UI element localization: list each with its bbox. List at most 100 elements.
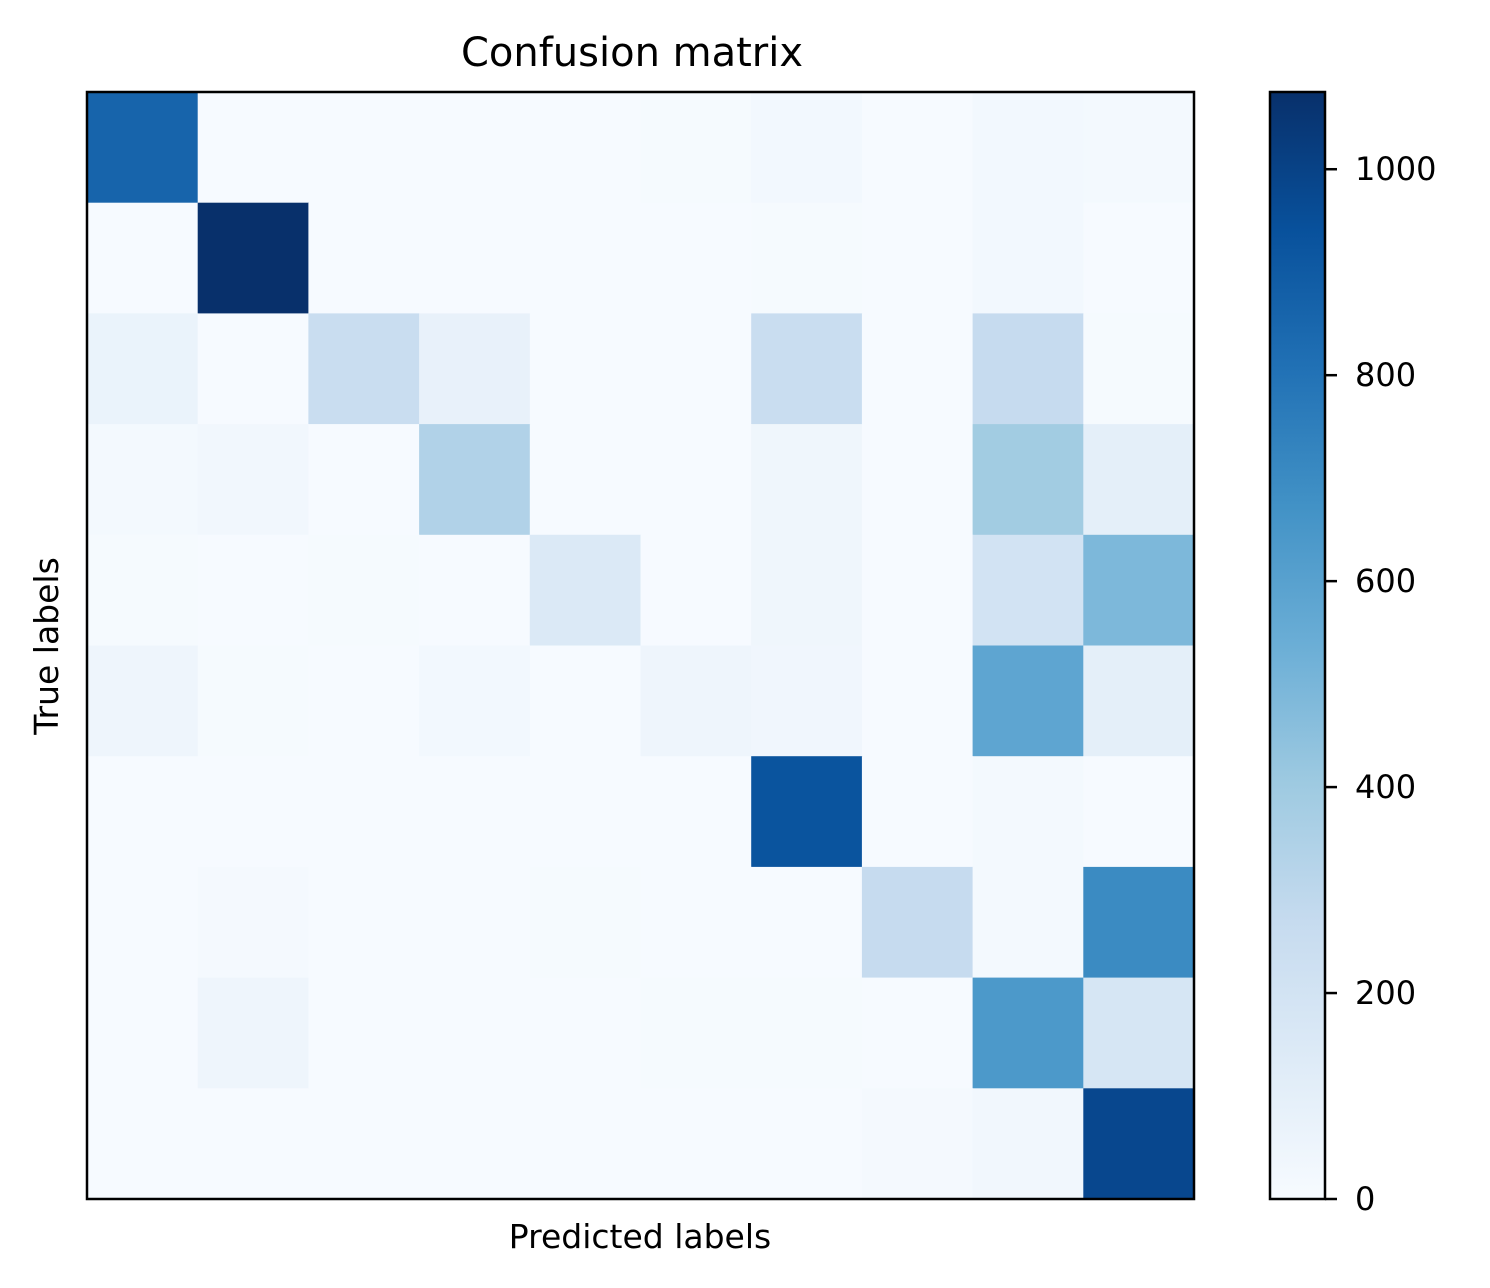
plot-frame — [85, 90, 1196, 1201]
heatmap-cell — [197, 977, 309, 1089]
colorbar-tick-label: 800 — [1355, 356, 1416, 394]
heatmap-cell — [640, 424, 752, 536]
heatmap-cells — [87, 92, 1195, 1200]
heatmap-cell — [87, 313, 199, 425]
colorbar — [1268, 90, 1327, 1201]
heatmap-cell — [308, 1088, 420, 1200]
heatmap-cell — [308, 645, 420, 757]
heatmap-cell — [197, 534, 309, 647]
heatmap-cell — [861, 977, 974, 1089]
heatmap-cell — [87, 424, 199, 536]
heatmap-cell — [1083, 866, 1195, 979]
heatmap-cell — [419, 1088, 531, 1200]
heatmap-cell — [972, 202, 1084, 314]
colorbar-tick-label: 600 — [1355, 562, 1416, 600]
heatmap-cell — [308, 534, 420, 647]
heatmap-cell — [751, 534, 863, 647]
heatmap-cell — [87, 756, 199, 868]
heatmap-cell — [640, 756, 752, 868]
heatmap-cell — [87, 645, 199, 757]
heatmap-cell — [419, 756, 531, 868]
colorbar-tick-label: 200 — [1355, 974, 1416, 1012]
colorbar-tick-label: 0 — [1355, 1180, 1375, 1218]
colorbar-tick-label: 400 — [1355, 768, 1416, 806]
heatmap-cell — [751, 866, 863, 979]
heatmap-cell — [1083, 756, 1195, 868]
heatmap-cell — [1083, 645, 1195, 757]
heatmap-cell — [640, 1088, 752, 1200]
heatmap-cell — [861, 1088, 974, 1200]
heatmap-cell — [529, 313, 642, 425]
heatmap-cell — [1083, 1088, 1195, 1200]
heatmap-cell — [197, 1088, 309, 1200]
heatmap-cell — [640, 534, 752, 647]
heatmap-cell — [197, 645, 309, 757]
chart-title: Confusion matrix — [461, 30, 803, 76]
heatmap-cell — [1083, 92, 1195, 204]
heatmap-cell — [308, 756, 420, 868]
heatmap-cell — [197, 424, 309, 536]
heatmap-cell — [1083, 424, 1195, 536]
heatmap-cell — [1083, 313, 1195, 425]
heatmap-cell — [308, 313, 420, 425]
heatmap-cell — [419, 645, 531, 757]
heatmap-cell — [861, 202, 974, 314]
colorbar-ticks: 0 200 400 600 800 1000 — [1325, 150, 1436, 1218]
heatmap-cell — [972, 756, 1084, 868]
heatmap-cell — [529, 202, 642, 314]
heatmap-cell — [861, 866, 974, 979]
heatmap-cell — [751, 202, 863, 314]
heatmap-cell — [197, 756, 309, 868]
heatmap-cell — [308, 977, 420, 1089]
heatmap-cell — [861, 92, 974, 204]
heatmap-cell — [308, 202, 420, 314]
heatmap-cell — [308, 866, 420, 979]
heatmap-cell — [972, 866, 1084, 979]
heatmap-cell — [640, 645, 752, 757]
heatmap-cell — [972, 92, 1084, 204]
heatmap-cell — [308, 92, 420, 204]
heatmap-cell — [640, 202, 752, 314]
heatmap-cell — [529, 866, 642, 979]
heatmap-cell — [87, 977, 199, 1089]
heatmap-cell — [861, 424, 974, 536]
heatmap-cell — [87, 534, 199, 647]
heatmap-cell — [419, 424, 531, 536]
heatmap-cell — [529, 756, 642, 868]
heatmap-cell — [972, 977, 1084, 1089]
heatmap-cell — [419, 313, 531, 425]
heatmap-cell — [751, 977, 863, 1089]
heatmap-cell — [197, 202, 309, 314]
heatmap-cell — [197, 92, 309, 204]
heatmap-cell — [419, 92, 531, 204]
heatmap-cell — [87, 92, 199, 204]
heatmap-cell — [972, 645, 1084, 757]
heatmap-cell — [308, 424, 420, 536]
heatmap-cell — [87, 866, 199, 979]
heatmap-cell — [529, 534, 642, 647]
heatmap-cell — [751, 92, 863, 204]
heatmap-cell — [529, 1088, 642, 1200]
heatmap-cell — [751, 424, 863, 536]
heatmap-cell — [197, 866, 309, 979]
heatmap-cell — [419, 977, 531, 1089]
heatmap-cell — [640, 313, 752, 425]
heatmap-cell — [640, 92, 752, 204]
heatmap-cell — [751, 645, 863, 757]
heatmap-cell — [419, 534, 531, 647]
colorbar-tick-label: 1000 — [1355, 150, 1436, 188]
heatmap-cell — [751, 313, 863, 425]
heatmap-cell — [87, 202, 199, 314]
heatmap-cell — [861, 756, 974, 868]
heatmap-cell — [529, 645, 642, 757]
heatmap-cell — [419, 202, 531, 314]
heatmap-cell — [640, 977, 752, 1089]
heatmap-cell — [972, 313, 1084, 425]
heatmap-cell — [861, 534, 974, 647]
heatmap-cell — [972, 424, 1084, 536]
heatmap-cell — [1083, 202, 1195, 314]
heatmap-cell — [751, 1088, 863, 1200]
heatmap-cell — [197, 313, 309, 425]
x-axis-label: Predicted labels — [509, 1217, 771, 1256]
